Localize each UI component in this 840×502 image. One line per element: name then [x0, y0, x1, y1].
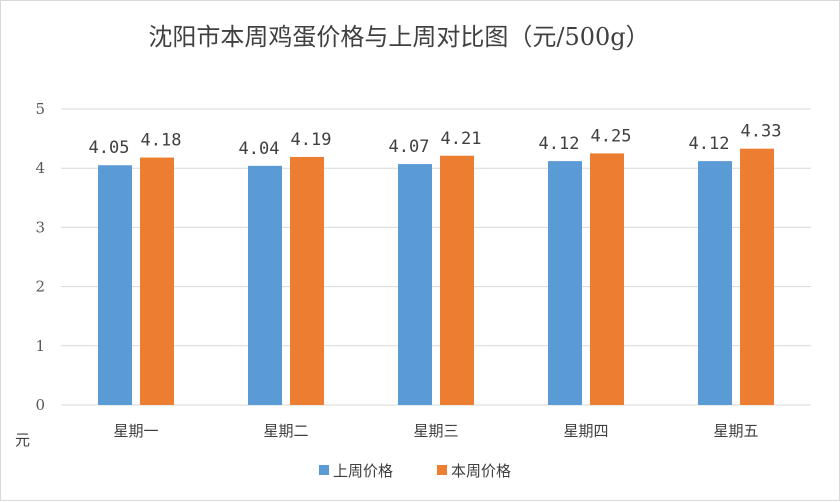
data-label: 4.33: [741, 122, 782, 142]
bars: [98, 148, 774, 405]
data-label: 4.25: [591, 126, 632, 146]
y-axis-ticks: 0 1 2 3 4 5: [35, 100, 45, 414]
chart-title: 沈阳市本周鸡蛋价格与上周对比图（元/500g）: [148, 23, 649, 51]
legend-swatch: [319, 465, 329, 475]
gridlines: [61, 108, 811, 406]
bar: [290, 156, 324, 405]
data-label: 4.19: [291, 130, 332, 150]
data-label: 4.05: [89, 138, 130, 158]
bar: [440, 155, 474, 405]
bar: [248, 165, 282, 405]
bar: [698, 161, 732, 405]
y-axis-unit-label: 元: [15, 431, 30, 449]
bar: [398, 164, 432, 405]
legend-label: 本周价格: [451, 462, 511, 480]
y-tick-label: 3: [35, 218, 45, 236]
data-label: 4.18: [141, 131, 182, 151]
x-axis-categories: 星期一 星期二 星期三 星期四 星期五: [113, 422, 758, 440]
bar: [740, 148, 774, 405]
bar: [548, 161, 582, 405]
legend-label: 上周价格: [333, 462, 393, 480]
y-tick-label: 0: [35, 396, 45, 414]
y-tick-label: 5: [35, 100, 45, 118]
bar: [140, 157, 174, 405]
x-category-label: 星期五: [713, 422, 758, 440]
data-labels: 4.05 4.18 4.04 4.19 4.07 4.21 4.12 4.25 4.12 4.33: [89, 122, 782, 159]
legend: 上周价格 本周价格: [319, 462, 511, 480]
data-label: 4.12: [689, 134, 730, 154]
data-label: 4.07: [389, 137, 430, 157]
x-category-label: 星期四: [563, 422, 608, 440]
y-tick-label: 4: [35, 159, 45, 177]
x-category-label: 星期一: [113, 422, 158, 440]
data-label: 4.04: [239, 139, 280, 159]
data-label: 4.21: [441, 129, 482, 149]
x-category-label: 星期二: [263, 422, 308, 440]
legend-swatch: [437, 465, 447, 475]
y-tick-label: 1: [35, 337, 45, 355]
x-category-label: 星期三: [413, 422, 458, 440]
data-label: 4.12: [539, 134, 580, 154]
y-tick-label: 2: [35, 278, 45, 296]
bar: [590, 153, 624, 405]
bar: [98, 165, 132, 405]
